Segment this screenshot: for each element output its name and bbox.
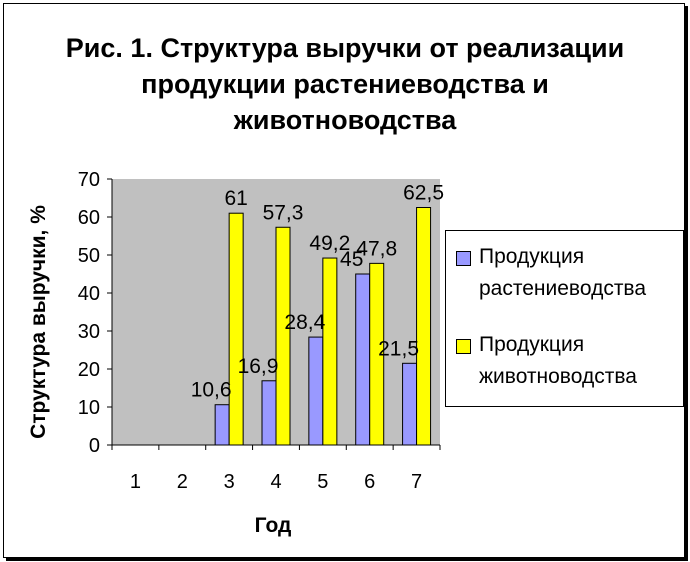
legend-item-crop: Продукция растениеводства [456, 241, 679, 305]
y-tick-label: 50 [78, 245, 100, 267]
legend-label-livestock: Продукция животноводства [479, 333, 637, 388]
x-tick-label: 3 [224, 471, 235, 493]
legend-swatch-livestock [456, 339, 471, 354]
bar-crop [402, 362, 418, 446]
data-label-livestock: 49,2 [309, 232, 350, 255]
y-tick-label: 10 [78, 397, 100, 419]
y-tick-label: 30 [78, 321, 100, 343]
data-label-crop: 16,9 [238, 355, 279, 378]
y-tick-label: 0 [89, 435, 100, 457]
chart-title: Рис. 1. Структура выручки от реализации … [65, 33, 625, 135]
bar-livestock [228, 212, 244, 446]
data-label-livestock: 61 [224, 187, 247, 210]
y-axis-title: Структура выручки, % [27, 205, 50, 439]
bar-crop [308, 336, 324, 446]
bar-livestock [322, 257, 338, 446]
legend: Продукция растениеводства Продукция живо… [445, 230, 684, 407]
x-tick-label: 7 [411, 471, 422, 493]
data-label-crop: 28,4 [284, 311, 325, 334]
x-axis-title: Год [255, 514, 292, 537]
y-tick-label: 70 [78, 169, 100, 191]
data-label-livestock: 57,3 [263, 201, 304, 224]
bar-crop [261, 380, 277, 446]
bar-livestock [416, 207, 432, 446]
data-label-livestock: 47,8 [356, 237, 397, 260]
data-label-livestock: 62,5 [403, 182, 444, 205]
legend-item-livestock: Продукция животноводства [456, 329, 679, 393]
x-tick-label: 2 [177, 471, 188, 493]
data-label-crop: 45 [340, 248, 363, 271]
bar-crop [355, 273, 371, 446]
x-tick-label: 1 [130, 471, 141, 493]
x-tick-label: 6 [364, 471, 375, 493]
x-tick-label: 5 [317, 471, 328, 493]
data-label-crop: 21,5 [378, 337, 419, 360]
legend-label-crop: Продукция растениеводства [479, 245, 647, 300]
bar-crop [214, 404, 230, 446]
y-tick-label: 60 [78, 207, 100, 229]
bar-livestock [275, 226, 291, 446]
legend-swatch-crop [456, 251, 471, 266]
y-tick-label: 20 [78, 359, 100, 381]
x-tick-label: 4 [270, 471, 281, 493]
data-label-crop: 10,6 [191, 379, 232, 402]
y-tick-label: 40 [78, 283, 100, 305]
